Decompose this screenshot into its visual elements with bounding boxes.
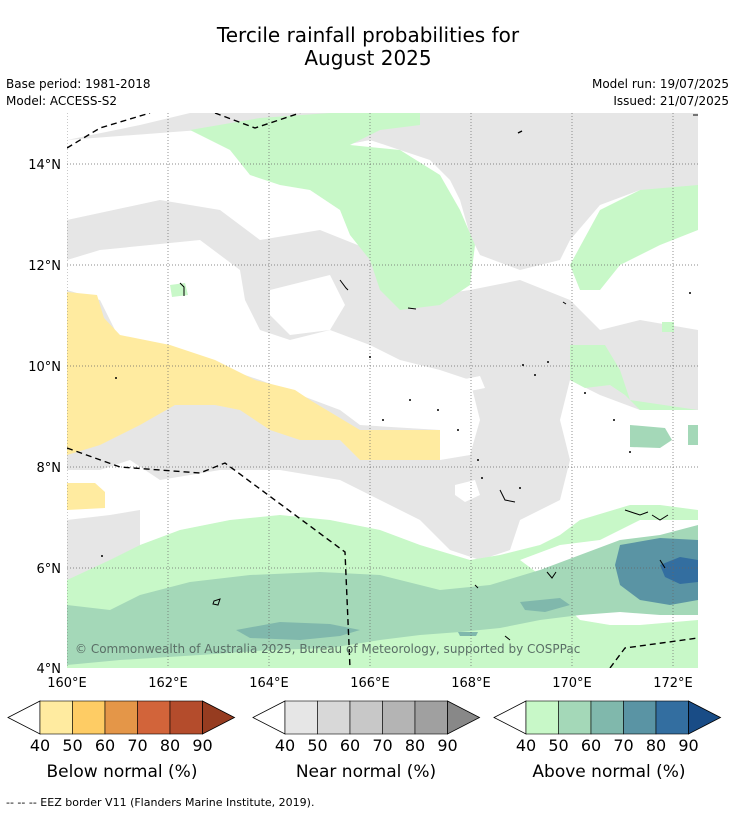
colorbar-segment — [137, 700, 171, 735]
colorbar-lower-extend — [252, 700, 286, 735]
colorbar-tick-label: 50 — [548, 736, 568, 755]
lon-labels: 160°E 162°E 164°E 166°E 168°E 170°E 172°… — [47, 676, 693, 691]
colorbar-tick-label: 80 — [160, 736, 180, 755]
islands — [179, 114, 698, 641]
colorbar-segment — [317, 700, 351, 735]
colorbar-segment — [169, 700, 203, 735]
near-normal-region — [67, 200, 698, 560]
lat-label: 8°N — [37, 461, 62, 476]
lat-label: 4°N — [37, 662, 62, 677]
colorbar-tick-label: 70 — [372, 736, 392, 755]
colorbar-tick-label: 60 — [581, 736, 601, 755]
colorbar-segment — [104, 700, 138, 735]
above-normal-region — [688, 425, 698, 445]
lat-labels: 14°N 12°N 10°N 8°N 6°N 4°N — [28, 158, 61, 677]
eez-legend-footer: -- -- -- EEZ border V11 (Flanders Marine… — [6, 796, 315, 809]
eez-border — [67, 113, 698, 668]
lon-label: 162°E — [148, 676, 188, 691]
colorbar-segment — [284, 700, 318, 735]
colorbar-lower-extend — [7, 700, 41, 735]
colorbar-tick-label: 90 — [678, 736, 698, 755]
colorbar-label-below: Below normal (%) — [46, 762, 198, 782]
lon-label: 166°E — [350, 676, 390, 691]
colorbar-segment — [39, 700, 73, 735]
colorbar-segment — [349, 700, 383, 735]
colorbar-tick-label: 50 — [307, 736, 327, 755]
colorbar-lower-extend — [493, 700, 527, 735]
lat-label: 10°N — [28, 360, 61, 375]
above-normal-region — [570, 185, 698, 290]
colorbar-segment — [72, 700, 106, 735]
colorbar-tick-label: 80 — [646, 736, 666, 755]
lat-label: 6°N — [37, 562, 62, 577]
colorbar-tick-label: 40 — [30, 736, 50, 755]
title-line-1: Tercile rainfall probabilities for — [216, 23, 520, 47]
issued-date: Issued: 21/07/2025 — [613, 94, 729, 108]
title-line-2: August 2025 — [304, 46, 432, 70]
island-dots — [101, 292, 691, 557]
model-run: Model run: 19/07/2025 — [591, 77, 729, 91]
above-normal-region — [458, 632, 478, 636]
colorbar-0: 40 50 60 70 80 90 — [7, 700, 236, 755]
colorbar-tick-label: 90 — [437, 736, 457, 755]
below-normal-region — [67, 483, 105, 510]
colorbar-upper-extend — [447, 700, 481, 735]
colorbar-tick-label: 80 — [405, 736, 425, 755]
colorbar-segment — [525, 700, 559, 735]
colorbar-1: 40 50 60 70 80 90 — [252, 700, 481, 755]
lon-label: 160°E — [47, 676, 87, 691]
colorbar-tick-label: 60 — [340, 736, 360, 755]
map-fill-layer — [67, 113, 698, 668]
lat-label: 14°N — [28, 158, 61, 173]
near-normal-region — [67, 510, 140, 585]
colorbar-upper-extend — [202, 700, 236, 735]
above-normal-region — [660, 557, 698, 584]
above-normal-region — [236, 622, 360, 640]
colorbar-segment — [558, 700, 592, 735]
below-normal-region — [67, 292, 440, 460]
colorbar-label-near: Near normal (%) — [295, 762, 437, 782]
colorbar-tick-label: 70 — [127, 736, 147, 755]
copyright-text: © Commonwealth of Australia 2025, Bureau… — [75, 642, 580, 656]
colorbar-segment — [382, 700, 416, 735]
colorbar-2: 40 50 60 70 80 90 — [493, 700, 722, 755]
colorbar-tick-label: 50 — [62, 736, 82, 755]
base-period: Base period: 1981-2018 — [6, 77, 151, 91]
lon-label: 168°E — [451, 676, 491, 691]
colorbar-tick-label: 70 — [613, 736, 633, 755]
colorbar-segment — [623, 700, 657, 735]
colorbar-segment — [414, 700, 448, 735]
gridlines — [67, 113, 698, 668]
above-normal-region — [630, 425, 672, 448]
colorbar-segment — [590, 700, 624, 735]
lon-label: 172°E — [653, 676, 693, 691]
near-normal-region — [67, 113, 698, 270]
above-normal-region — [67, 525, 698, 665]
colorbar-tick-label: 40 — [516, 736, 536, 755]
colorbar-tick-label: 60 — [95, 736, 115, 755]
colorbar-tick-label: 40 — [275, 736, 295, 755]
lon-label: 170°E — [552, 676, 592, 691]
model-name: Model: ACCESS-S2 — [6, 94, 118, 108]
lat-label: 12°N — [28, 259, 61, 274]
above-normal-region — [190, 113, 475, 310]
above-normal-region — [520, 598, 570, 612]
above-normal-region — [615, 538, 698, 605]
colorbar-upper-extend — [688, 700, 722, 735]
colorbar-group: 40 50 60 70 80 90 40 50 60 70 80 90 40 50 60 70 80 90 — [7, 700, 722, 755]
lon-label: 164°E — [249, 676, 289, 691]
colorbar-segment — [655, 700, 689, 735]
colorbar-label-above: Above normal (%) — [532, 762, 686, 782]
colorbar-tick-label: 90 — [192, 736, 212, 755]
